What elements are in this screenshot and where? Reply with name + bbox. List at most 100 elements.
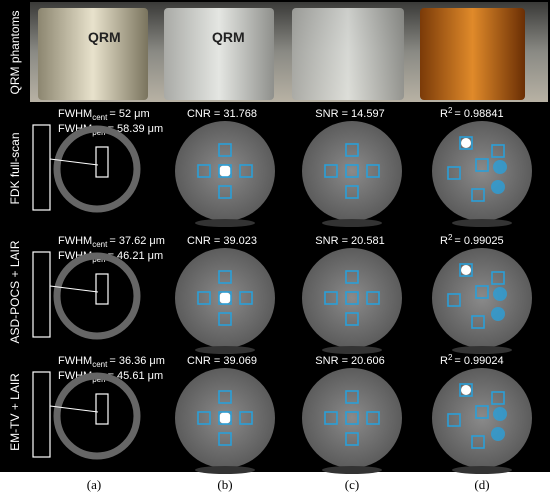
ring: [53, 125, 141, 213]
metric-subscript: cent: [92, 240, 108, 249]
roi-box: [239, 411, 253, 425]
metric-value: = 0.99025: [454, 235, 503, 247]
stand: [195, 466, 255, 474]
roi-box: [218, 164, 232, 178]
label-strip: [0, 472, 550, 496]
roi-box: [491, 391, 505, 405]
roi-box: [366, 291, 380, 305]
row-label: ASD-POCS + LAIR: [8, 240, 22, 343]
metric: SNR = 20.606: [315, 355, 384, 367]
metric-subscript: cent: [92, 360, 108, 369]
roi-box: [491, 271, 505, 285]
roi-box: [218, 291, 232, 305]
roi-box: [491, 144, 505, 158]
insert: [219, 412, 231, 424]
roi-box: [345, 411, 359, 425]
roi-box: [345, 390, 359, 404]
roi-box: [239, 291, 253, 305]
metric-value: = 52 μm: [109, 108, 149, 120]
ring: [53, 372, 141, 460]
metric-superscript: 2: [448, 233, 453, 242]
column-label: (a): [87, 477, 101, 492]
inset: [32, 124, 51, 211]
reconstruction: [302, 368, 402, 468]
ring: [53, 252, 141, 340]
pointer: [49, 158, 99, 166]
roi-box: [197, 291, 211, 305]
roi-box: [345, 185, 359, 199]
metric-name: R: [440, 355, 448, 367]
photo-logo: QRM: [88, 29, 121, 45]
roi-disc: [493, 287, 507, 301]
roi-box: [459, 263, 473, 277]
roi-box: [447, 413, 461, 427]
roi-box: [197, 164, 211, 178]
roi-box: [218, 390, 232, 404]
reconstruction: [302, 121, 402, 221]
roi-box: [218, 312, 232, 326]
metric-value: = 37.62 μm: [109, 235, 165, 247]
roi-box: [218, 411, 232, 425]
stand: [195, 346, 255, 354]
roi-box: [197, 411, 211, 425]
stand: [195, 219, 255, 227]
roi-box: [345, 291, 359, 305]
metric-name: FWHM: [58, 235, 92, 247]
insert: [461, 265, 471, 275]
panels: (a) (b) (c) (d) QRM phantoms FDK full-scan FWH…: [8, 10, 532, 492]
phantom: [420, 8, 525, 100]
metric-subscript: cent: [92, 113, 108, 122]
roi-box: [324, 411, 338, 425]
metric: FWHMcent = 37.62 μm: [58, 235, 165, 249]
inset: [32, 371, 51, 458]
roi-box: [459, 136, 473, 150]
phantom: [164, 8, 274, 100]
column-label: (d): [474, 477, 489, 492]
metric: CNR = 39.069: [187, 355, 257, 367]
insert: [461, 385, 471, 395]
metric-value: = 0.98841: [454, 108, 503, 120]
row-label: FDK full-scan: [8, 132, 22, 204]
roi-box: [218, 432, 232, 446]
metric: R2 = 0.98841: [440, 106, 504, 120]
roi-box: [345, 432, 359, 446]
pointer: [49, 285, 99, 293]
roi-box: [475, 405, 489, 419]
roi-box: [324, 164, 338, 178]
row-label: QRM phantoms: [8, 10, 22, 94]
metric-value: = 58.39 μm: [108, 123, 164, 135]
metric-value: = 45.61 μm: [108, 370, 164, 382]
roi-box: [218, 143, 232, 157]
roi-disc: [491, 307, 505, 321]
metric: R2 = 0.99025: [440, 233, 504, 247]
roi-box: [471, 188, 485, 202]
metric-value: = 36.36 μm: [109, 355, 165, 367]
roi-box: [239, 164, 253, 178]
metric-name: FWHM: [58, 355, 92, 367]
stand: [322, 466, 382, 474]
stand: [322, 346, 382, 354]
roi-box: [475, 158, 489, 172]
photo-logo: QRM: [212, 29, 245, 45]
roi: [95, 146, 109, 178]
metric-name: FWHM: [58, 108, 92, 120]
roi-box: [324, 291, 338, 305]
roi-box: [345, 270, 359, 284]
roi-disc: [491, 427, 505, 441]
stand: [452, 219, 512, 227]
insert: [219, 292, 231, 304]
stand: [452, 466, 512, 474]
roi-box: [218, 185, 232, 199]
row-label: EM-TV + LAIR: [8, 373, 22, 451]
metric: CNR = 39.023: [187, 235, 257, 247]
photos: QRM QRM: [30, 2, 548, 102]
metric-superscript: 2: [448, 353, 453, 362]
roi: [95, 393, 109, 425]
column-label: (b): [217, 477, 232, 492]
roi-disc: [493, 407, 507, 421]
insert: [219, 165, 231, 177]
roi-box: [471, 315, 485, 329]
insert: [461, 138, 471, 148]
metric: SNR = 14.597: [315, 108, 384, 120]
metric-value: = 0.99024: [454, 355, 503, 367]
